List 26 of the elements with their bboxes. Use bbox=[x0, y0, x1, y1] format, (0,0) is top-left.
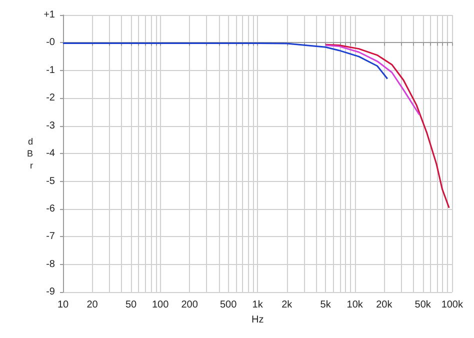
x-tick-label: 50 bbox=[125, 300, 137, 311]
x-tick-label: 500 bbox=[220, 300, 238, 311]
y-tick-label: -4 bbox=[46, 148, 56, 160]
y-tick-label: -0 bbox=[46, 37, 56, 48]
x-axis-title: Hz bbox=[251, 314, 264, 326]
x-tick-label: 100 bbox=[152, 300, 170, 311]
y-tick-label: -8 bbox=[46, 258, 56, 270]
x-tick-label: 1k bbox=[252, 300, 264, 311]
x-tick-label: 20k bbox=[376, 300, 394, 311]
y-tick-label: -2 bbox=[46, 92, 56, 104]
x-tick-label: 100k bbox=[441, 300, 464, 311]
x-tick-label: 50k bbox=[414, 300, 432, 311]
x-tick-label: 20 bbox=[86, 300, 98, 311]
x-tick-label: 10k bbox=[346, 300, 364, 311]
y-tick-label: -7 bbox=[46, 231, 56, 242]
y-tick-label: +1 bbox=[44, 10, 56, 20]
x-tick-label: 200 bbox=[181, 300, 198, 311]
y-tick-label: -9 bbox=[46, 286, 56, 298]
y-tick-label: -6 bbox=[46, 203, 56, 214]
y-tick-label: -5 bbox=[46, 176, 56, 187]
y-tick-label: -3 bbox=[46, 120, 56, 132]
x-tick-label: 2k bbox=[282, 300, 294, 311]
y-axis-title: dBr bbox=[26, 136, 33, 171]
y-tick-label: -1 bbox=[46, 64, 56, 76]
x-tick-label: 5k bbox=[320, 300, 332, 311]
x-tick-label: 10 bbox=[57, 300, 69, 311]
